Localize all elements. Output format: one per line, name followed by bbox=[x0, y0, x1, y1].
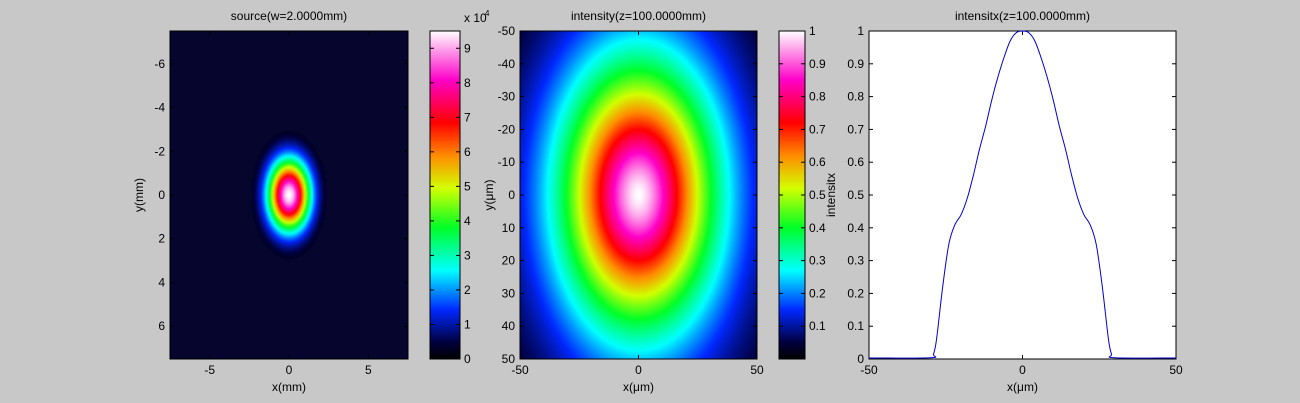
colorbar-tick-label: 1 bbox=[464, 317, 471, 331]
colorbar-tick-label: 0.7 bbox=[809, 122, 826, 136]
y-tick-label: -4 bbox=[154, 101, 165, 115]
x-tick-label: 0 bbox=[286, 363, 293, 377]
colorbar-tick-label: 0.6 bbox=[809, 155, 826, 169]
y-tick-label: 0 bbox=[158, 188, 165, 202]
y-tick-label: -20 bbox=[498, 122, 516, 136]
y-tick-label: -40 bbox=[498, 57, 516, 71]
heatmap-image bbox=[170, 31, 408, 359]
y-tick-label: -6 bbox=[154, 57, 165, 71]
x-axis-label: x(mm) bbox=[272, 380, 306, 394]
heatmap-panel-1: source(w=2.0000mm) -5 0 5 -6 -4 -2 0 2 4 6 x(mm) y(m… bbox=[132, 9, 490, 394]
colorbar-tick-label: 8 bbox=[464, 76, 471, 90]
y-tick-label: 0.1 bbox=[847, 319, 864, 333]
x-axis-label: x(μm) bbox=[1007, 380, 1038, 394]
colorbar-tick-label: 4 bbox=[464, 214, 471, 228]
y-tick-label: -30 bbox=[498, 90, 516, 104]
colorbar-frame bbox=[429, 30, 461, 360]
chart-title: intensitx(z=100.0000mm) bbox=[955, 9, 1090, 23]
x-tick-label: 50 bbox=[1169, 363, 1183, 377]
y-tick-label: 0.6 bbox=[847, 155, 864, 169]
y-tick-label: 2 bbox=[158, 232, 165, 246]
y-tick-label: 0.8 bbox=[847, 90, 864, 104]
colorbar-tick-label: 6 bbox=[464, 145, 471, 159]
x-tick-label: 5 bbox=[365, 363, 372, 377]
plot-area bbox=[868, 30, 1177, 360]
y-tick-label: 10 bbox=[502, 221, 516, 235]
colorbar-tick-label: 0.2 bbox=[809, 286, 826, 300]
colorbar-exponent-base: x 10 bbox=[464, 11, 487, 25]
colorbar-tick-label: 0.9 bbox=[809, 57, 826, 71]
x-tick-label: -5 bbox=[204, 363, 215, 377]
y-tick-label: 0.4 bbox=[847, 221, 864, 235]
y-tick-label: 0 bbox=[508, 188, 515, 202]
colorbar-tick-label: 0.5 bbox=[809, 188, 826, 202]
colorbar-tick-label: 0.1 bbox=[809, 319, 826, 333]
colorbar-tick-label: 0.3 bbox=[809, 254, 826, 268]
x-tick-label: -50 bbox=[860, 363, 878, 377]
y-tick-label: 40 bbox=[502, 319, 516, 333]
y-tick-label: -10 bbox=[498, 155, 516, 169]
y-tick-label: 0.2 bbox=[847, 286, 864, 300]
colorbar-tick-label: 0.4 bbox=[809, 221, 826, 235]
colorbar-tick-label: 3 bbox=[464, 248, 471, 262]
colorbar-tick-label: 0 bbox=[464, 352, 471, 366]
colorbar-tick-label: 5 bbox=[464, 179, 471, 193]
heatmap-panel-2: intensity(z=100.0000mm)-50 0 50-50-40-30-2… bbox=[482, 9, 838, 394]
colorbar-gradient bbox=[430, 31, 460, 359]
chart-title: source(w=2.0000mm) bbox=[231, 9, 347, 23]
y-tick-label: -50 bbox=[498, 24, 516, 38]
x-tick-label: 50 bbox=[750, 363, 764, 377]
y-tick-label: 50 bbox=[502, 352, 516, 366]
colorbar-tick-label: 0.8 bbox=[809, 90, 826, 104]
line-panel: intensitx(z=100.0000mm)-50 0 5000.10.20.30… bbox=[847, 9, 1183, 394]
colorbar-label: intensitx bbox=[824, 173, 838, 217]
colorbar-gradient bbox=[779, 31, 805, 359]
y-tick-label: -2 bbox=[154, 144, 165, 158]
x-tick-label: 0 bbox=[635, 363, 642, 377]
colorbar-tick-label: 7 bbox=[464, 110, 471, 124]
y-tick-label: 30 bbox=[502, 286, 516, 300]
x-tick-label: -50 bbox=[511, 363, 529, 377]
y-tick-label: 0.3 bbox=[847, 254, 864, 268]
y-axis-label: y(μm) bbox=[482, 180, 496, 211]
y-tick-label: 0.5 bbox=[847, 188, 864, 202]
y-axis-label: y(mm) bbox=[132, 178, 146, 212]
colorbar-exponent-power: 4 bbox=[485, 9, 490, 18]
y-tick-label: 0.7 bbox=[847, 122, 864, 136]
y-tick-label: 0 bbox=[857, 352, 864, 366]
colorbar-tick-label: 1 bbox=[809, 24, 816, 38]
colorbar: 0.1 0.2 0.3 0.4 0.5 0.6 0.7 0.8 0.9 1 intensitx bbox=[778, 24, 838, 360]
colorbar-tick-label: 9 bbox=[464, 41, 471, 55]
x-axis-label: x(μm) bbox=[623, 380, 654, 394]
y-tick-label: 6 bbox=[158, 319, 165, 333]
y-tick-label: 1 bbox=[857, 24, 864, 38]
chart-title: intensity(z=100.0000mm) bbox=[571, 9, 706, 23]
x-tick-label: 0 bbox=[1019, 363, 1026, 377]
heatmap-image bbox=[520, 31, 757, 359]
y-tick-label: 20 bbox=[502, 254, 516, 268]
y-tick-label: 4 bbox=[158, 275, 165, 289]
y-tick-label: 0.9 bbox=[847, 57, 864, 71]
colorbar-tick-label: 2 bbox=[464, 283, 471, 297]
